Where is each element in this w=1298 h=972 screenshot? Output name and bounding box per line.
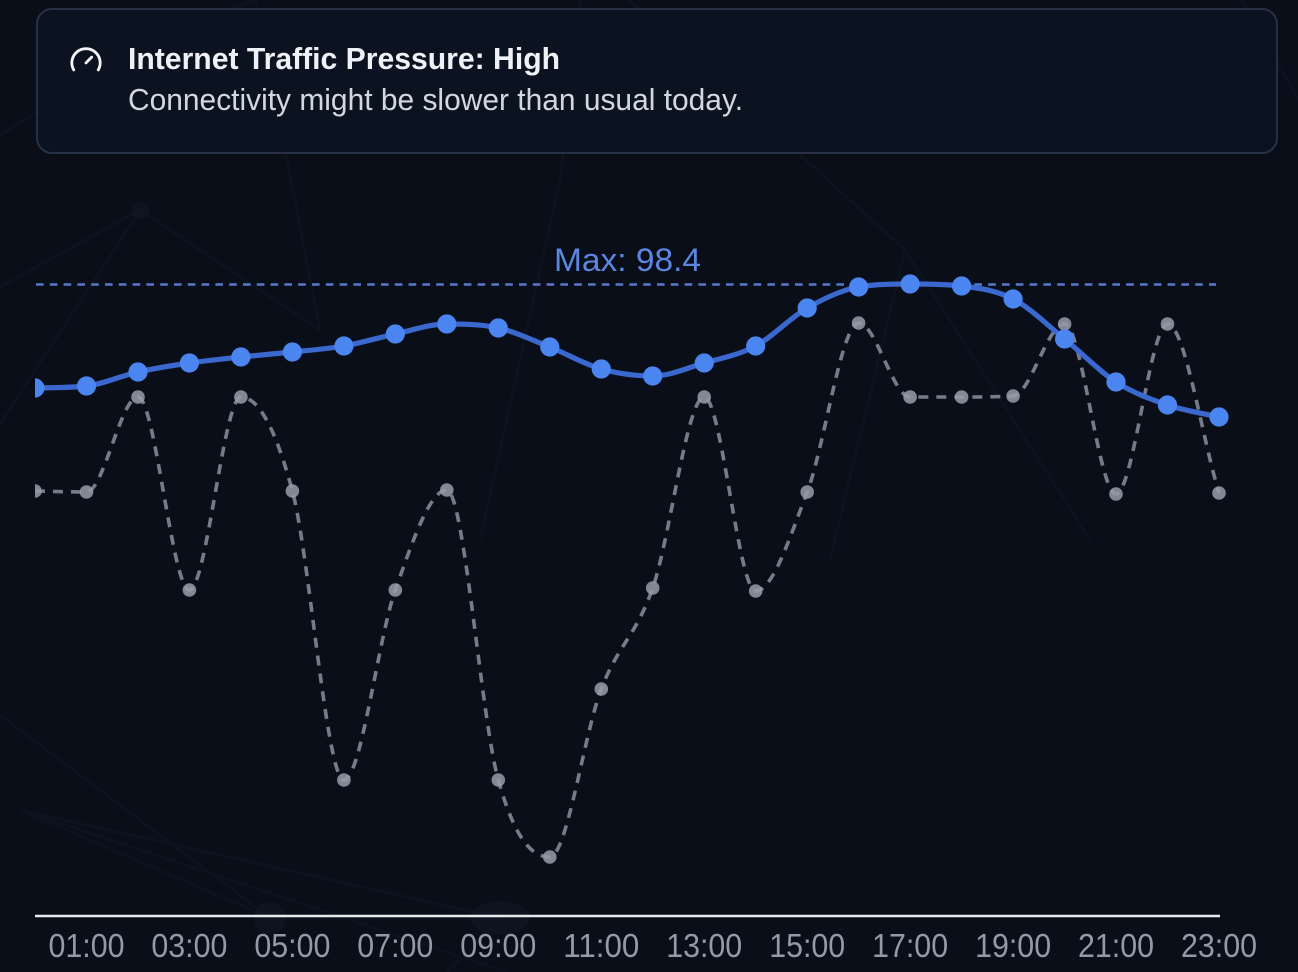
svg-text:23:00: 23:00 [1181,927,1257,964]
svg-text:01:00: 01:00 [49,927,125,964]
svg-text:15:00: 15:00 [769,927,845,964]
svg-text:03:00: 03:00 [151,927,227,964]
svg-text:21:00: 21:00 [1078,927,1154,964]
svg-text:11:00: 11:00 [563,927,639,964]
svg-text:13:00: 13:00 [666,927,742,964]
svg-text:05:00: 05:00 [254,927,330,964]
svg-text:07:00: 07:00 [357,927,433,964]
svg-text:17:00: 17:00 [872,927,948,964]
svg-text:Max: 98.4: Max: 98.4 [554,242,701,278]
svg-text:09:00: 09:00 [460,927,536,964]
svg-text:19:00: 19:00 [975,927,1051,964]
